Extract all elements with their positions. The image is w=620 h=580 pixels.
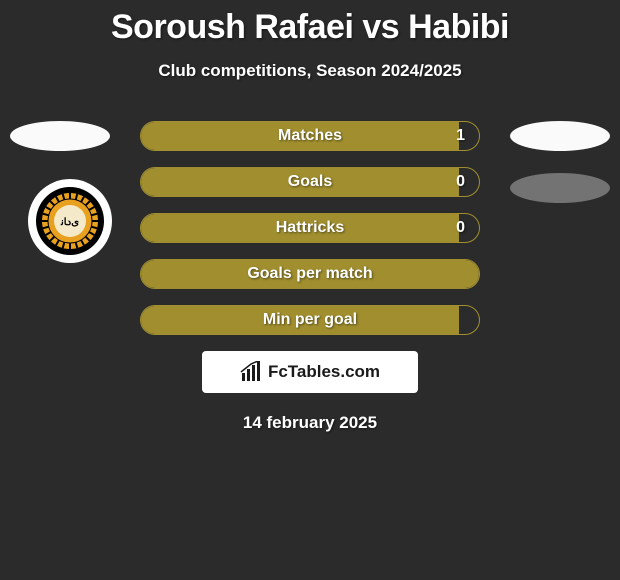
stat-bar: Goals per match [140,259,480,289]
footer-brand-badge: FcTables.com [202,351,418,393]
stat-bar: Matches1 [140,121,480,151]
footer-brand-text: FcTables.com [268,362,380,382]
stat-bar-label: Hattricks [141,214,479,242]
stat-bar: Goals0 [140,167,480,197]
stat-bar: Hattricks0 [140,213,480,243]
stat-bar-label: Matches [141,122,479,150]
stat-bar-value: 0 [456,214,465,242]
stat-bar: Min per goal [140,305,480,335]
stat-bar-label: Goals per match [141,260,479,288]
subtitle: Club competitions, Season 2024/2025 [0,61,620,81]
svg-text:ﻯﺩﺎﻧ: ﻯﺩﺎﻧ [60,217,79,228]
club-badge: ﻯﺩﺎﻧ [28,179,112,263]
stat-bar-value: 0 [456,168,465,196]
stat-bar-value: 1 [456,122,465,150]
date-text: 14 february 2025 [0,413,620,433]
stat-bar-label: Goals [141,168,479,196]
club-badge-icon: ﻯﺩﺎﻧ [28,179,112,263]
stat-bar-label: Min per goal [141,306,479,334]
left-flag-1 [10,121,110,151]
right-flag-1 [510,121,610,151]
stats-area: ﻯﺩﺎﻧ Matches1Goals0Hattricks0Goals per m… [0,121,620,335]
page-title: Soroush Rafaei vs Habibi [0,0,620,47]
bar-chart-icon [240,361,262,383]
right-flag-2 [510,173,610,203]
